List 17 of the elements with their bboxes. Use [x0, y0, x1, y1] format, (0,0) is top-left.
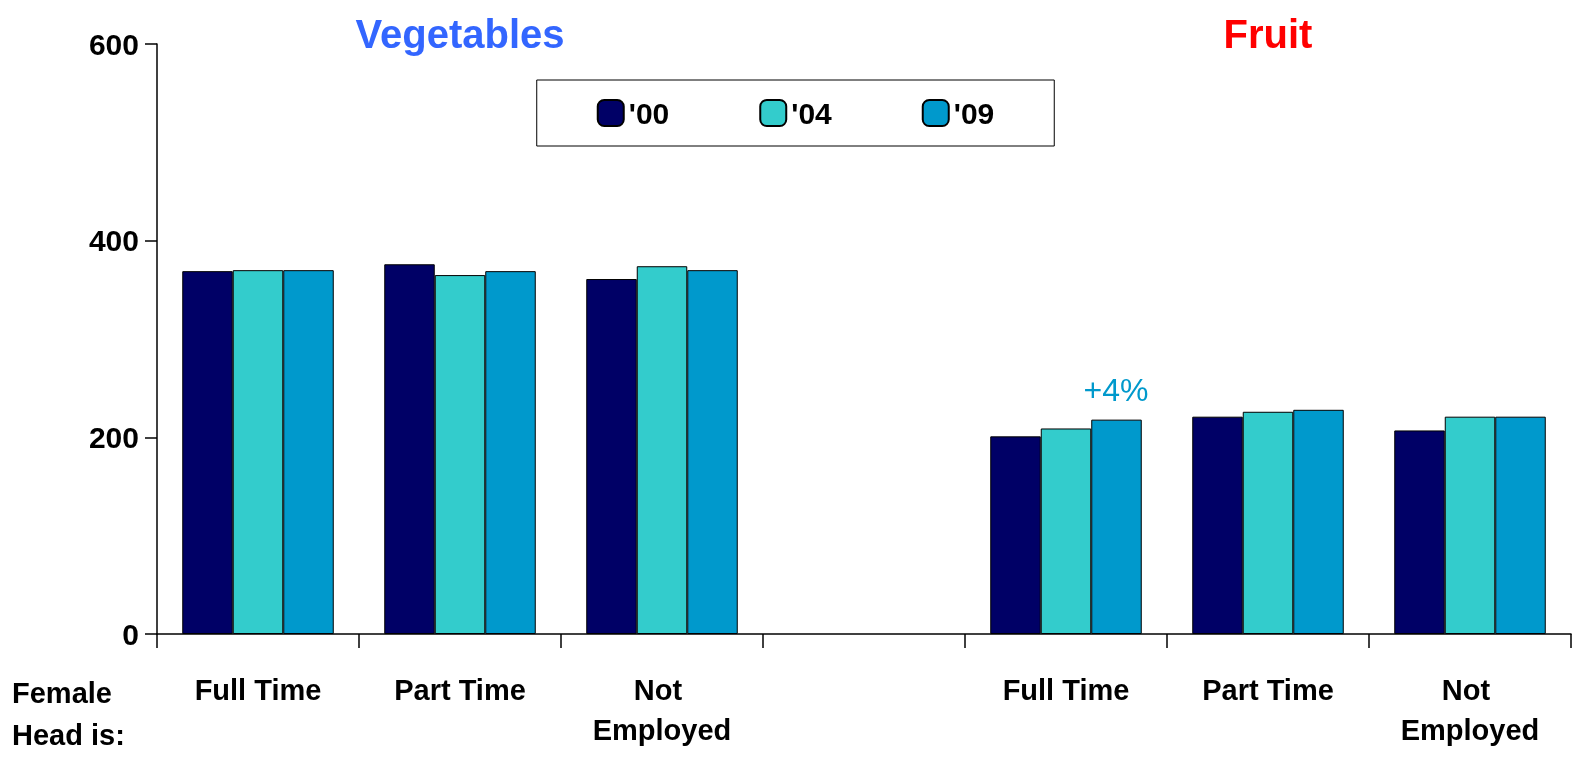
legend-label: '04: [791, 96, 833, 130]
x-tick-label: Full Time: [194, 674, 322, 706]
x-tick-label: Full Time: [1002, 674, 1130, 706]
annotation: Fruit: [1223, 12, 1313, 56]
y-tick-label: 600: [88, 27, 139, 61]
y-tick-label: 0: [122, 617, 139, 651]
x-tick-label: Part Time: [1202, 674, 1334, 706]
legend-label: '00: [628, 96, 670, 130]
x-tick-label: Not Employed: [592, 674, 732, 746]
y-tick-label: 200: [88, 420, 139, 454]
x-tick-label: Part Time: [394, 674, 526, 706]
legend-label: '09: [953, 96, 995, 130]
y-tick-label: 400: [88, 224, 139, 258]
x-axis-title: Female Head is:: [12, 677, 125, 751]
x-tick-label: Not Employed: [1400, 674, 1540, 746]
annotation: Vegetables: [355, 12, 565, 56]
annotation: +4%: [1083, 371, 1149, 408]
